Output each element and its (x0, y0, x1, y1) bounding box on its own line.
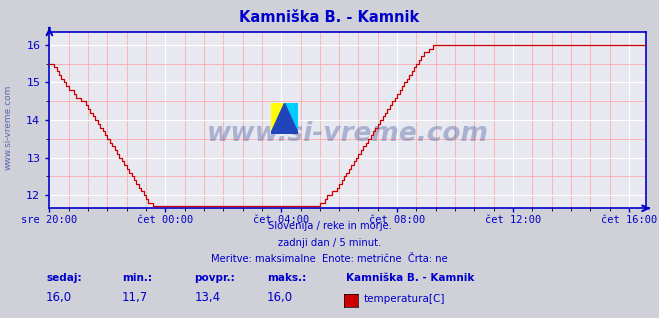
Text: temperatura[C]: temperatura[C] (364, 294, 445, 304)
Text: 16,0: 16,0 (46, 291, 72, 304)
Text: Kamniška B. - Kamnik: Kamniška B. - Kamnik (239, 10, 420, 24)
Text: Kamniška B. - Kamnik: Kamniška B. - Kamnik (346, 273, 474, 283)
Text: sedaj:: sedaj: (46, 273, 82, 283)
Text: maks.:: maks.: (267, 273, 306, 283)
Text: www.si-vreme.com: www.si-vreme.com (3, 85, 13, 170)
Text: 11,7: 11,7 (122, 291, 148, 304)
Text: zadnji dan / 5 minut.: zadnji dan / 5 minut. (278, 238, 381, 247)
Text: 13,4: 13,4 (194, 291, 221, 304)
Polygon shape (271, 103, 299, 134)
Text: povpr.:: povpr.: (194, 273, 235, 283)
Text: Meritve: maksimalne  Enote: metrične  Črta: ne: Meritve: maksimalne Enote: metrične Črta… (211, 254, 448, 264)
Text: min.:: min.: (122, 273, 152, 283)
Text: www.si-vreme.com: www.si-vreme.com (207, 121, 488, 147)
Polygon shape (285, 103, 299, 134)
Text: 16,0: 16,0 (267, 291, 293, 304)
Text: Slovenija / reke in morje.: Slovenija / reke in morje. (268, 221, 391, 231)
